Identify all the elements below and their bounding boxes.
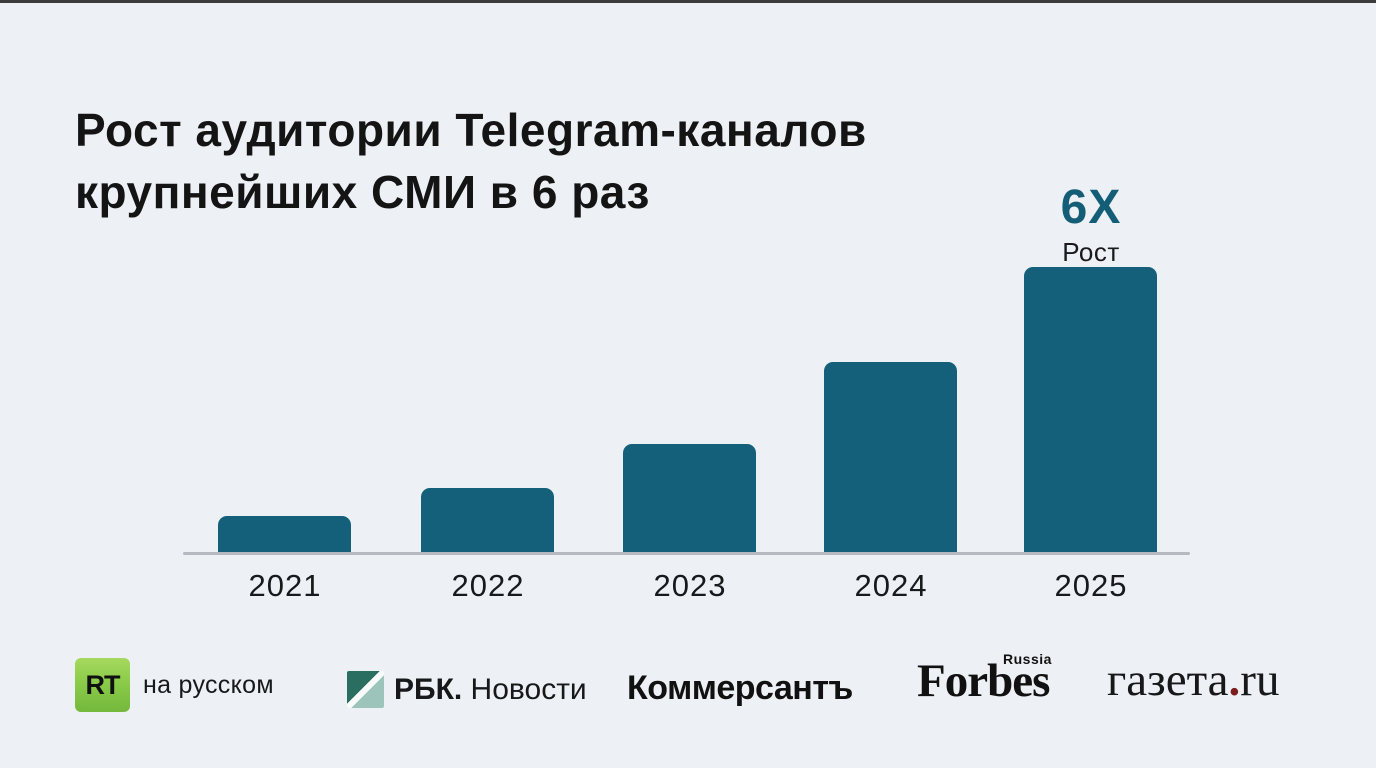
rt-badge-icon: RT [75, 658, 130, 712]
rbc-suffix: Новости [462, 672, 587, 706]
bar-2024 [824, 362, 957, 553]
growth-label: Рост [1062, 237, 1120, 267]
x-tick-2025: 2025 [1054, 568, 1128, 603]
logo-rbc: РБК. Новости [347, 671, 587, 708]
title-line-1: Рост аудитории Telegram-каналов [75, 103, 867, 156]
x-tick-2022: 2022 [451, 568, 525, 603]
page-title: Рост аудитории Telegram-каналов крупнейш… [75, 99, 867, 223]
gazeta-name: газета [1107, 654, 1229, 706]
rbc-name: РБК. [394, 672, 463, 706]
rt-label: на русском [143, 670, 274, 699]
logo-kommersant: Коммерсантъ [627, 669, 853, 707]
x-tick-2021: 2021 [248, 568, 322, 603]
gazeta-domain: ru [1240, 654, 1280, 706]
bar-2021 [218, 516, 351, 553]
bar-2023 [623, 444, 756, 553]
forbes-region-label: Russia [1003, 651, 1052, 667]
logo-forbes: Forbes Russia [917, 651, 1051, 707]
bar-2022 [421, 488, 554, 553]
x-tick-2024: 2024 [854, 568, 928, 603]
x-axis-line [183, 552, 1190, 555]
x-tick-2023: 2023 [653, 568, 727, 603]
logo-gazeta: газета.ru [1107, 657, 1279, 704]
growth-multiplier: 6X [1060, 181, 1122, 234]
bar-2025 [1024, 267, 1157, 553]
logo-rt: RT на русском [75, 658, 274, 712]
forbes-wordmark: Forbes [917, 655, 1050, 707]
title-line-2: крупнейших СМИ в 6 раз [75, 165, 650, 218]
gazeta-dot: . [1228, 654, 1241, 706]
rbc-label: РБК. Новости [394, 673, 587, 707]
growth-annotation: 6X Рост [1024, 180, 1158, 268]
top-edge-strip [0, 0, 1376, 3]
rbc-square-icon [347, 671, 384, 708]
